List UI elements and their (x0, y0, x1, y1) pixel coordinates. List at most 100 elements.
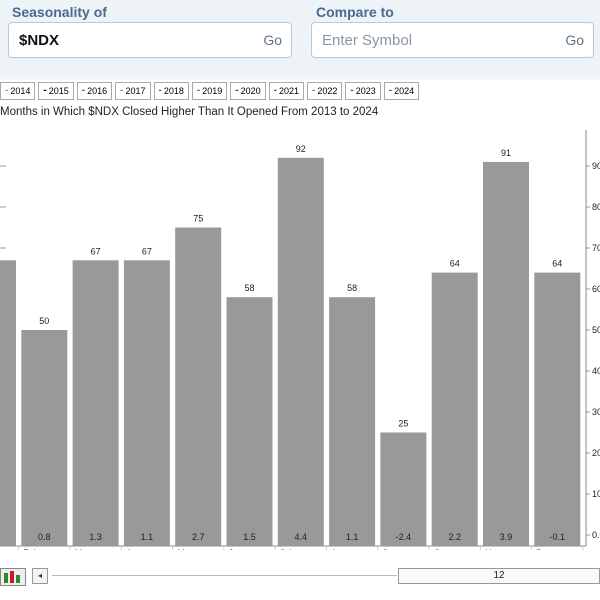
bar-value-label: 25 (398, 419, 408, 429)
compare-go-button[interactable]: Go (565, 32, 584, 48)
bar-change-label: 1.5 (243, 532, 256, 542)
x-category-label: Mar (75, 548, 91, 550)
bar-value-label: 64 (552, 259, 562, 269)
legend-item-2015[interactable]: -2015 (38, 82, 74, 100)
x-category-label: Jul (280, 548, 292, 550)
seasonality-chart: 0.0102030405060708090.500.8Feb671.3Mar67… (0, 130, 600, 550)
seasonality-field[interactable]: Go (8, 22, 292, 58)
x-category-label: Apr (126, 548, 140, 550)
bar-change-label: 1.1 (346, 532, 359, 542)
legend-swatch: - (388, 85, 393, 96)
scroll-track[interactable] (52, 575, 397, 576)
bar-change-label: -0.1 (550, 532, 566, 542)
legend-swatch: - (350, 85, 354, 96)
legend-label: 2016 (87, 86, 108, 96)
bar-Apr (123, 260, 170, 546)
bar-value-label: 67 (142, 246, 152, 256)
legend-item-2016[interactable]: -2016 (76, 82, 113, 100)
legend-item-2022[interactable]: -2022 (307, 82, 343, 100)
y-tick-label: 90 (592, 161, 600, 171)
divider (0, 74, 600, 80)
bar-change-label: 1.3 (89, 532, 102, 542)
y-tick-label: 0.0 (592, 530, 600, 540)
y-tick-label: 80 (592, 202, 600, 212)
legend-swatch: - (158, 85, 162, 96)
bar-change-label: -2.4 (396, 532, 412, 542)
bar-Oct (431, 272, 478, 546)
chart-thumbnail-icon[interactable] (0, 568, 26, 586)
bar-Jul (277, 157, 324, 547)
x-category-label: Jun (229, 548, 244, 550)
legend-item-2017[interactable]: -2017 (115, 82, 151, 100)
scroll-handle[interactable]: 12 (398, 568, 600, 584)
bar-month-1 (0, 260, 16, 546)
x-category-label: Dec (536, 548, 553, 550)
legend-label: 2021 (278, 86, 299, 96)
compare-label: Compare to (316, 4, 394, 20)
bar-Feb (21, 330, 68, 546)
bar-change-label: 2.7 (192, 532, 205, 542)
legend-label: 2023 (355, 86, 376, 96)
bar-value-label: 58 (347, 283, 357, 293)
x-category-label: Aug (331, 548, 347, 550)
x-category-label: Feb (23, 548, 39, 550)
chart-title: Months in Which $NDX Closed Higher Than … (0, 106, 379, 118)
x-category-label: Oct (434, 548, 449, 550)
compare-field[interactable]: Go (311, 22, 594, 58)
bar-Aug (329, 297, 376, 546)
legend-label: 2014 (10, 86, 31, 96)
legend-label: 2017 (125, 86, 146, 96)
seasonality-label: Seasonality of (12, 4, 107, 20)
bar-value-label: 64 (450, 259, 460, 269)
legend-label: 2015 (48, 86, 69, 96)
legend-item-2019[interactable]: -2019 (191, 82, 228, 100)
x-category-label: Nov (485, 548, 502, 550)
legend-swatch: - (5, 85, 9, 96)
y-tick-label: 70 (592, 243, 600, 253)
bar-value-label: 58 (244, 283, 254, 293)
scroll-left-button[interactable]: ◂ (32, 568, 48, 584)
y-tick-label: 30 (592, 407, 600, 417)
bar-Dec (534, 272, 581, 546)
compare-input[interactable] (322, 29, 542, 51)
y-tick-label: 10 (592, 489, 600, 499)
bar-value-label: 92 (296, 144, 306, 154)
legend-item-2018[interactable]: -2018 (153, 82, 189, 100)
legend-label: 2020 (240, 86, 261, 96)
year-legend: -2014-2015-2016-2017-2018-2019-2020-2021… (0, 82, 422, 102)
legend-label: 2024 (394, 86, 415, 96)
bar-value-label: 75 (193, 214, 203, 224)
x-category-label: Sep (382, 548, 398, 550)
x-category-label: May (177, 548, 195, 550)
bar-change-label: 0.8 (38, 532, 51, 542)
legend-item-2014[interactable]: -2014 (0, 82, 36, 100)
seasonality-go-button[interactable]: Go (263, 32, 282, 48)
bar-Nov (483, 161, 529, 546)
bar-Mar (72, 260, 119, 546)
y-tick-label: 20 (592, 448, 600, 458)
bar-Jun (226, 297, 273, 546)
bar-value-label: 50 (39, 316, 49, 326)
legend-swatch: - (273, 85, 277, 96)
bar-change-label: 4.4 (295, 532, 308, 542)
bar-Sep (380, 432, 427, 546)
legend-item-2020[interactable]: -2020 (230, 82, 266, 100)
legend-label: 2022 (317, 86, 338, 96)
legend-swatch: - (43, 85, 47, 96)
bar-change-label: 3.9 (500, 532, 513, 542)
bar-value-label: 91 (501, 148, 511, 158)
legend-item-2023[interactable]: -2023 (345, 82, 381, 100)
legend-swatch: - (196, 85, 201, 96)
y-tick-label: 60 (592, 284, 600, 294)
legend-item-2021[interactable]: -2021 (268, 82, 304, 100)
y-tick-label: 40 (592, 366, 600, 376)
bar-change-label: 1.1 (141, 532, 154, 542)
bar-value-label: 67 (91, 246, 101, 256)
legend-swatch: - (120, 85, 124, 96)
legend-swatch: - (312, 85, 316, 96)
legend-swatch: - (81, 85, 86, 96)
legend-item-2024[interactable]: -2024 (383, 82, 420, 100)
seasonality-input[interactable] (19, 29, 239, 51)
legend-swatch: - (235, 85, 239, 96)
legend-label: 2018 (163, 86, 184, 96)
